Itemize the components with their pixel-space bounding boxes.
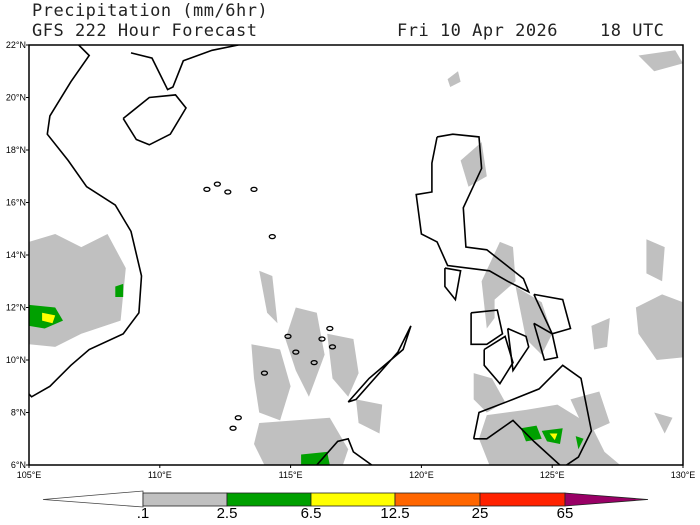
coastline xyxy=(533,322,559,361)
lat-tick-label: 20°N xyxy=(6,93,26,103)
coastline xyxy=(29,45,143,398)
precip-area-heavy xyxy=(549,433,558,441)
reef-island xyxy=(234,415,242,421)
chart-title: Precipitation (mm/6hr) xyxy=(32,1,269,21)
coastline xyxy=(533,293,572,335)
precip-area-light xyxy=(646,239,665,282)
valid-time: 18 UTC xyxy=(600,21,665,41)
precip-area-light xyxy=(259,270,278,324)
colorbar-label: 6.5 xyxy=(300,505,322,522)
coastline xyxy=(347,325,412,403)
coastline xyxy=(472,364,593,465)
precip-area-light xyxy=(635,294,683,360)
colorbar-segment xyxy=(479,492,566,507)
lat-tick-label: 18°N xyxy=(6,145,26,155)
precip-area-light xyxy=(591,318,610,350)
precip-area-light xyxy=(570,391,610,434)
precip-area-moderate xyxy=(301,451,330,465)
colorbar-label: 2.5 xyxy=(216,505,238,522)
coastline xyxy=(122,94,187,146)
reef-island xyxy=(326,325,334,332)
precip-area-light xyxy=(481,241,516,329)
precip-area-light xyxy=(638,50,683,72)
precip-area-light xyxy=(356,399,383,434)
precip-area-light xyxy=(515,286,553,355)
precip-area-light xyxy=(473,373,506,413)
precip-area-light xyxy=(447,71,461,87)
valid-date: Fri 10 Apr 2026 xyxy=(397,21,559,41)
model-forecast-label: GFS 222 Hour Forecast xyxy=(32,21,258,41)
colorbar-segment xyxy=(142,492,228,507)
precip-area-light xyxy=(285,307,325,397)
coastline xyxy=(415,133,531,294)
reef-island xyxy=(268,233,276,240)
coastline xyxy=(130,45,239,91)
reef-island xyxy=(203,186,211,193)
reef-island xyxy=(284,333,292,340)
axis-ticks: 6°N 8°N 10°N 12°N 14°N 16°N 18°N 20°N 22°N 105°E 1… xyxy=(6,40,695,480)
lon-tick-label: 105°E xyxy=(17,470,42,480)
colorbar-label: 25 xyxy=(471,505,489,522)
precip-area-light xyxy=(460,142,487,187)
colorbar-segment xyxy=(226,492,312,507)
coastlines xyxy=(29,45,593,465)
coastline xyxy=(316,437,373,465)
precip-area-heavy xyxy=(42,312,56,324)
reef-island xyxy=(292,349,300,355)
coastline xyxy=(506,327,530,373)
reef-island xyxy=(310,359,318,366)
lon-tick-label: 120°E xyxy=(409,470,434,480)
lat-tick-label: 16°N xyxy=(6,198,26,208)
lon-tick-label: 115°E xyxy=(279,470,303,480)
lat-tick-label: 6°N xyxy=(11,460,26,470)
coastline xyxy=(444,267,462,302)
reef-island xyxy=(213,181,222,187)
coastline xyxy=(483,335,514,385)
precip-area-light xyxy=(29,234,126,347)
lon-tick-label: 125°E xyxy=(540,470,565,480)
colorbar-label: .1 xyxy=(136,505,150,522)
precipitation-layer xyxy=(29,50,683,465)
precip-area-moderate xyxy=(520,425,542,442)
precip-area-light xyxy=(327,333,359,397)
precip-area-light xyxy=(251,344,291,421)
reef-island xyxy=(328,344,337,350)
reef-island xyxy=(260,370,269,376)
lat-tick-label: 10°N xyxy=(6,355,26,365)
lon-tick-label: 130°E xyxy=(671,470,696,480)
precip-area-moderate xyxy=(575,436,584,450)
lon-tick-label: 110°E xyxy=(148,470,172,480)
reef-island xyxy=(250,186,258,193)
lat-tick-label: 12°N xyxy=(6,303,26,313)
lat-tick-label: 22°N xyxy=(6,40,26,50)
colorbar-label: 12.5 xyxy=(380,505,410,522)
reef-island xyxy=(318,336,326,342)
precip-area-light xyxy=(654,412,673,434)
colorbar-segment-above-max xyxy=(564,492,649,507)
precip-area-moderate xyxy=(115,283,124,297)
reef-island xyxy=(229,425,237,431)
colorbar-label: 65 xyxy=(556,505,574,522)
colorbar xyxy=(42,490,649,508)
reef-island xyxy=(224,189,232,195)
lat-tick-label: 8°N xyxy=(11,408,26,418)
colorbar-segment-below-min xyxy=(42,490,144,508)
coastline xyxy=(470,309,504,346)
lat-tick-label: 14°N xyxy=(6,250,26,260)
